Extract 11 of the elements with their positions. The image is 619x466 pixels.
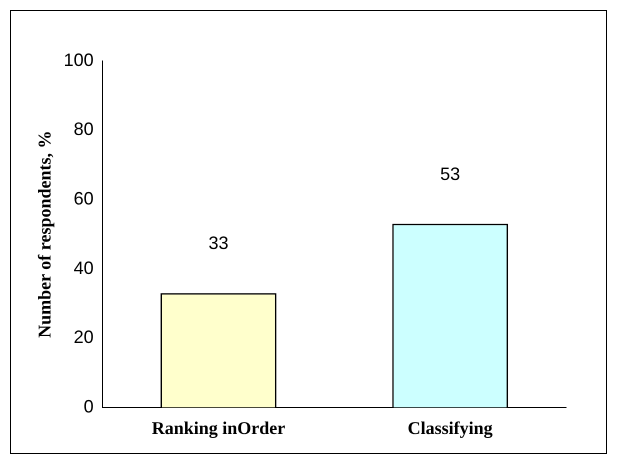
y-axis-title: Number of respondents, % <box>34 130 54 338</box>
data-label: 53 <box>440 164 460 184</box>
y-tick-label: 40 <box>74 258 94 278</box>
y-tick-label: 80 <box>74 119 94 140</box>
x-tick-label: Ranking inOrder <box>152 418 286 438</box>
y-tick-label: 60 <box>74 188 94 209</box>
y-tick-label: 0 <box>84 396 94 416</box>
y-tick-label: 20 <box>74 327 94 348</box>
data-label: 33 <box>208 233 228 254</box>
x-tick-label: Classifying <box>408 418 493 438</box>
y-tick-label: 100 <box>64 50 94 70</box>
